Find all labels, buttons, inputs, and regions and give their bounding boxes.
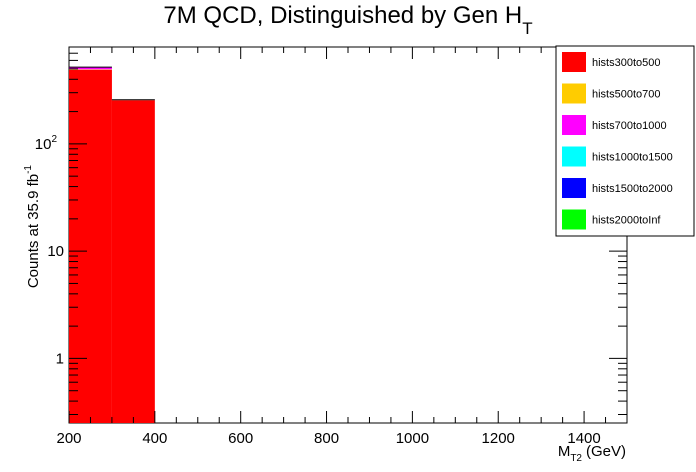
legend-swatch-hists700to1000 <box>562 115 586 135</box>
legend-label-hists1000to1500: hists1000to1500 <box>592 152 673 164</box>
legend-swatch-hists300to500 <box>562 52 586 72</box>
legend-label-hists300to500: hists300to500 <box>592 57 661 69</box>
x-tick-label: 200 <box>56 430 81 447</box>
legend-swatch-hists1500to2000 <box>562 178 586 198</box>
y-axis-label-main: Counts at 35.9 fb <box>25 174 42 288</box>
legend-swatch-hists1000to1500 <box>562 146 586 167</box>
x-axis-label-main: M <box>558 443 571 460</box>
bars-group <box>69 66 155 424</box>
x-tick-label: 400 <box>142 430 167 447</box>
x-axis-label-subscript: T2 <box>570 453 582 464</box>
legend-label-hists2000toInf: hists2000toInf <box>592 215 661 227</box>
legend-label-hists500to700: hists500to700 <box>592 89 661 101</box>
y-tick-label: 10 <box>47 243 64 260</box>
legend-label-hists1500to2000: hists1500to2000 <box>592 183 673 195</box>
y-tick-label: 1 <box>56 350 64 367</box>
chart-title-main: 7M QCD, Distinguished by Gen H <box>163 2 522 29</box>
legend-items: hists300to500 hists500to700 hists700to1000… <box>562 52 673 230</box>
x-tick-label: 600 <box>228 430 253 447</box>
x-axis-label-unit: (GeV) <box>586 443 626 460</box>
x-tick-label: 1400 <box>567 430 600 447</box>
chart-title-subscript: T <box>522 19 532 38</box>
bar-hists300to500-bin-0 <box>69 69 112 424</box>
y-tick-label: 102 <box>35 134 58 153</box>
legend-label-hists700to1000: hists700to1000 <box>592 120 667 132</box>
bar-hists700to1000-bin-0 <box>69 67 112 70</box>
x-tick-label: 800 <box>314 430 339 447</box>
x-tick-label: 1200 <box>482 430 515 447</box>
chart-title: 7M QCD, Distinguished by Gen HT <box>163 2 532 38</box>
y-axis-label: Counts at 35.9 fb-1 <box>23 165 42 289</box>
legend-swatch-hists2000toInf <box>562 209 586 230</box>
legend-swatch-hists500to700 <box>562 83 586 104</box>
x-axis-label: MT2 (GeV) <box>558 443 626 464</box>
x-tick-label: 1000 <box>396 430 429 447</box>
y-axis-label-superscript: -1 <box>23 165 34 174</box>
bar-hists300to500-bin-1 <box>111 100 155 423</box>
legend-box <box>555 45 695 237</box>
legend: hists300to500 hists500to700 hists700to1000… <box>555 45 695 237</box>
x-axis-ticks: 200 400 600 800 1000 1200 1400 <box>56 47 628 447</box>
